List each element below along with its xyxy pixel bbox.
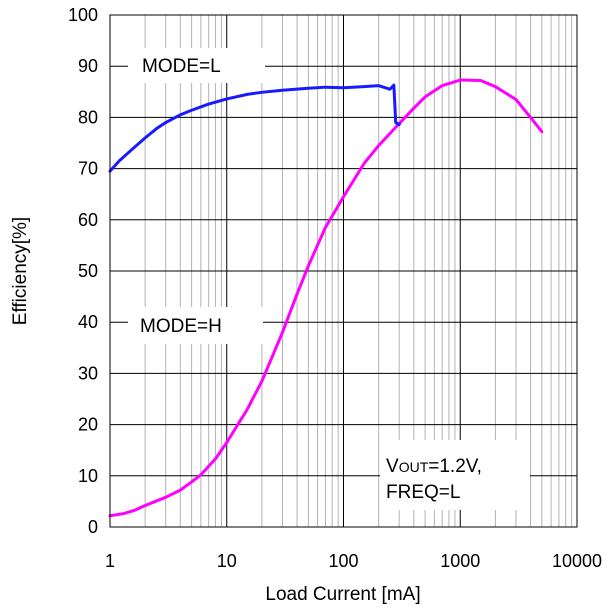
conditions-out-subscript: OUT [399, 459, 429, 475]
conditions-line-1: VOUT=1.2V, [386, 456, 482, 477]
y-tick-label: 40 [78, 312, 98, 332]
x-tick-labels: 1 10 100 1000 10000 [105, 551, 602, 571]
series-layer [108, 78, 544, 518]
y-axis-label: Efficiency[%] [10, 217, 31, 325]
x-axis-label: Load Current [mA] [265, 584, 420, 605]
conditions-vout-value: =1.2V, [428, 456, 482, 477]
y-tick-label: 100 [68, 5, 98, 25]
y-tick-label: 30 [78, 363, 98, 383]
conditions-v: V [386, 456, 399, 477]
y-tick-label: 20 [78, 415, 98, 435]
x-tick-label: 10000 [552, 551, 602, 571]
x-tick-label: 1000 [440, 551, 480, 571]
conditions-box-bg [380, 440, 530, 510]
mode-h-label-bg [128, 307, 263, 344]
y-tick-label: 0 [88, 517, 98, 537]
mode-l-label-bg [128, 48, 265, 83]
y-tick-label: 80 [78, 107, 98, 127]
mode-l-label: MODE=L [142, 56, 221, 77]
mode-h-label: MODE=H [140, 316, 222, 337]
y-tick-labels: 0 10 20 30 40 50 60 70 80 90 100 [68, 5, 98, 537]
series-line-mode-l [108, 83, 401, 173]
conditions-line-2: FREQ=L [386, 482, 460, 503]
x-tick-label: 1 [105, 551, 115, 571]
x-tick-label: 100 [328, 551, 358, 571]
y-tick-label: 50 [78, 261, 98, 281]
x-tick-label: 10 [217, 551, 237, 571]
y-tick-label: 90 [78, 56, 98, 76]
y-tick-label: 10 [78, 466, 98, 486]
series-line-mode-h [108, 78, 544, 518]
plot-frame [109, 14, 578, 528]
y-tick-label: 70 [78, 159, 98, 179]
y-tick-label: 60 [78, 210, 98, 230]
